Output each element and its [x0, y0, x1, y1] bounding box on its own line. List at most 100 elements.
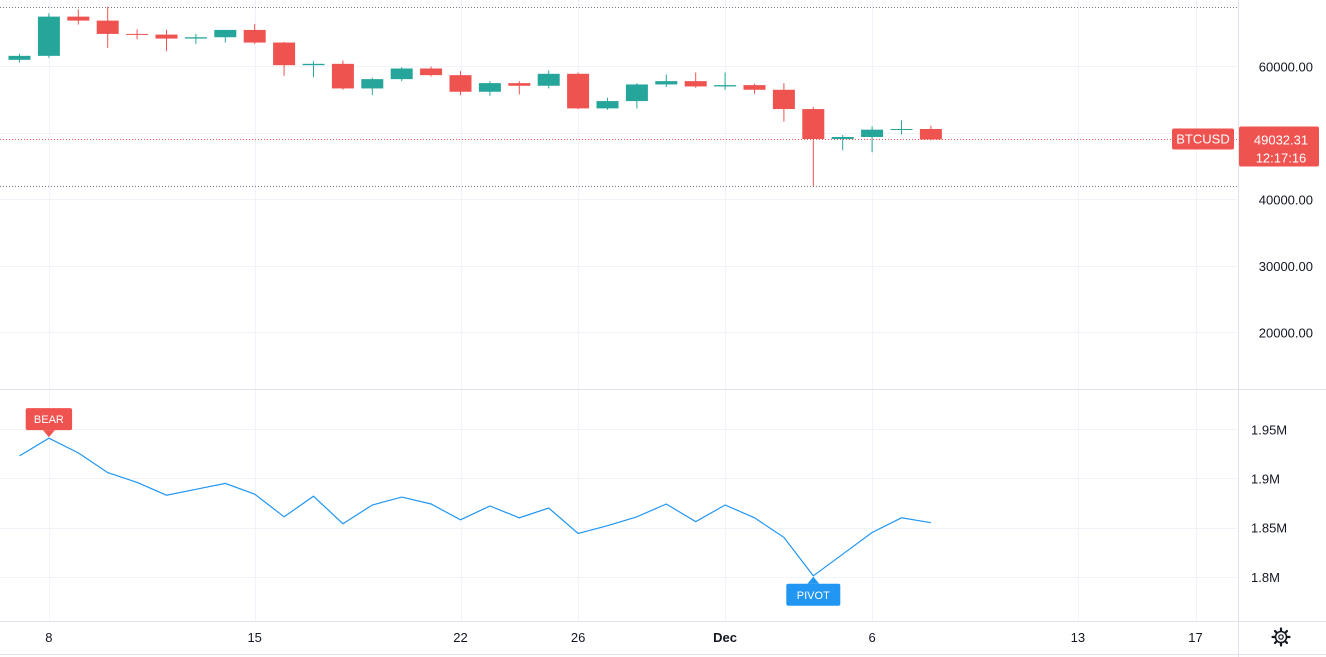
annotation-label: BEAR	[34, 414, 64, 426]
candle	[243, 23, 266, 44]
candle	[390, 67, 413, 82]
candle-body	[772, 89, 795, 110]
candle	[361, 77, 384, 96]
candle-body	[625, 84, 648, 102]
candle-body	[214, 29, 237, 38]
candle-body	[596, 101, 619, 109]
candle	[331, 60, 354, 90]
candle-body	[919, 129, 942, 140]
candle	[214, 29, 237, 43]
candle-body	[449, 75, 472, 92]
candle-body	[243, 29, 266, 43]
candle	[8, 53, 31, 63]
candle	[684, 72, 707, 88]
candle	[625, 83, 648, 109]
candle-body	[390, 68, 413, 80]
price-tick-label: 60000.00	[1259, 59, 1313, 74]
time-tick-label: 17	[1188, 630, 1202, 645]
candle	[567, 72, 590, 110]
range-lines	[0, 7, 1238, 187]
candle	[890, 120, 913, 135]
candle-body	[567, 73, 590, 109]
time-tick-label: 22	[453, 630, 467, 645]
time-tick-label: 15	[247, 630, 261, 645]
price-tick-label: 30000.00	[1259, 259, 1313, 274]
annotation-box	[25, 408, 73, 431]
price-tick-label: 40000.00	[1259, 192, 1313, 207]
symbol-tag: BTCUSD	[1172, 128, 1234, 150]
symbol-tag-box	[1172, 128, 1234, 150]
price-tick-label: 20000.00	[1259, 325, 1313, 340]
annotation-box	[786, 583, 841, 606]
candle-body	[8, 55, 31, 60]
candle-body	[714, 85, 737, 87]
candle-body	[684, 81, 707, 87]
candle	[714, 72, 737, 90]
candle-body	[126, 33, 149, 35]
overlays: BEAR PIVOT BTCUSD 49032.31 12:17:16	[25, 126, 1319, 606]
candle	[537, 70, 560, 89]
candle	[831, 134, 854, 151]
annotation-label: PIVOT	[797, 590, 830, 602]
candle-body	[508, 83, 531, 86]
symbol-label: BTCUSD	[1176, 132, 1229, 147]
time-axis[interactable]: 8 15 22 26 Dec 6 13 17	[45, 630, 1202, 645]
candle-body	[361, 79, 384, 89]
candle-body	[37, 16, 60, 56]
candle	[919, 125, 942, 141]
candle	[420, 66, 443, 77]
candle	[743, 83, 766, 94]
candle-body	[331, 63, 354, 89]
candle-body	[67, 16, 90, 21]
candle-body	[861, 129, 884, 137]
last-price-label: 49032.31	[1254, 133, 1308, 148]
candle	[772, 83, 795, 122]
candle	[861, 126, 884, 153]
indicator-tick-label: 1.9M	[1251, 471, 1280, 486]
candle-body	[478, 83, 501, 92]
candle	[96, 6, 119, 48]
candle	[126, 29, 149, 40]
candle-body	[184, 37, 207, 39]
indicator-tick-label: 1.95M	[1251, 422, 1287, 437]
candle	[184, 33, 207, 44]
candlestick-series	[8, 6, 942, 187]
time-tick-label: 26	[571, 630, 585, 645]
time-tick-label: Dec	[713, 630, 737, 645]
time-tick-label: 8	[45, 630, 52, 645]
candle	[596, 97, 619, 110]
gear-hub	[1278, 634, 1284, 640]
candle-body	[743, 85, 766, 90]
last-price-box	[1239, 126, 1319, 167]
candle	[478, 81, 501, 96]
candle	[155, 29, 178, 52]
candle-body	[420, 68, 443, 76]
indicator-tick-label: 1.8M	[1251, 570, 1280, 585]
indicator-axis[interactable]: 1.95M 1.9M 1.85M 1.8M	[1251, 422, 1287, 584]
candle-body	[96, 20, 119, 34]
annotation-arrow	[807, 576, 820, 584]
indicator-tick-label: 1.85M	[1251, 521, 1287, 536]
candle-body	[155, 34, 178, 39]
candle-body	[302, 63, 325, 66]
countdown-label: 12:17:16	[1256, 151, 1307, 166]
indicator-series	[19, 437, 931, 577]
candle	[508, 81, 531, 95]
candle-body	[831, 136, 854, 139]
candle-body	[273, 42, 296, 66]
candle	[655, 74, 678, 88]
candle-body	[890, 129, 913, 131]
last-price-tag: 49032.31 12:17:16	[1239, 126, 1319, 167]
candle	[802, 107, 825, 187]
time-tick-label: 6	[868, 630, 875, 645]
time-tick-label: 13	[1071, 630, 1085, 645]
candle	[449, 71, 472, 96]
price-axis[interactable]: 60000.00 40000.00 30000.00 20000.00	[1259, 59, 1313, 340]
gear-icon[interactable]	[1271, 627, 1291, 647]
annotation-bear: BEAR	[25, 408, 73, 438]
candle-body	[537, 73, 560, 86]
annotation-arrow	[42, 430, 55, 438]
candle	[273, 41, 296, 76]
